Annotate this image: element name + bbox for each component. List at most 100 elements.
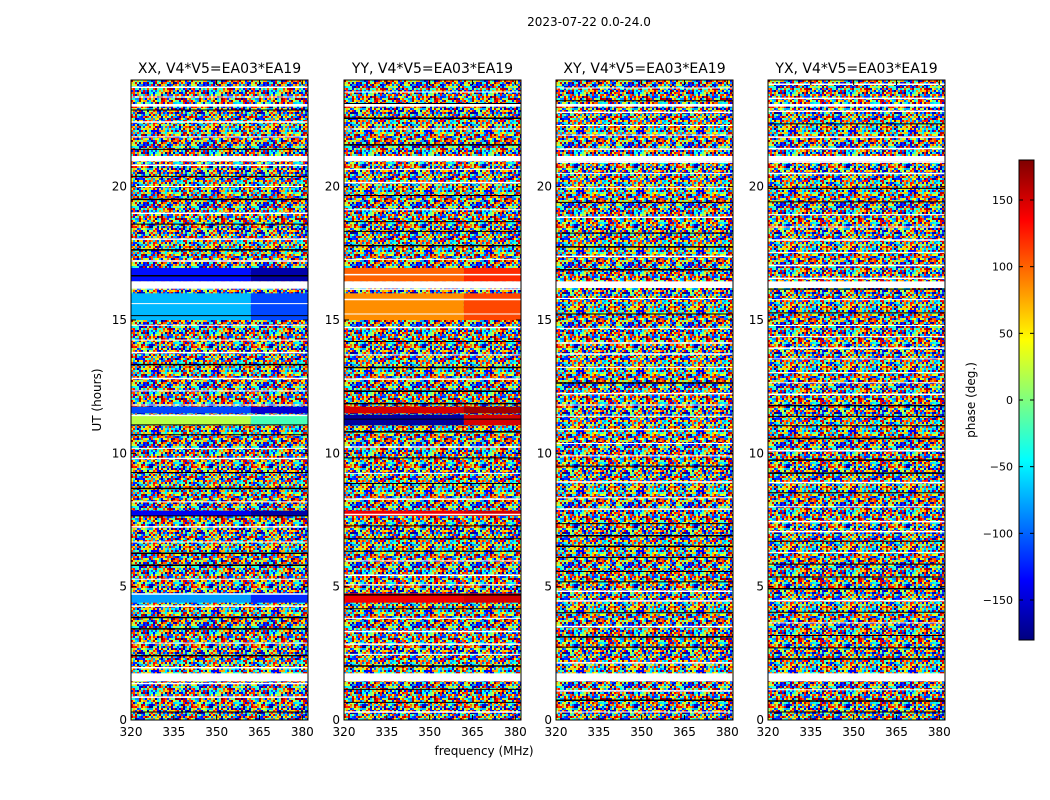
coherent-phase-band: [344, 406, 464, 414]
colorbar-tick-label: 150: [992, 194, 1013, 207]
phase-noise-field: [768, 80, 945, 720]
flagged-band: [768, 673, 945, 682]
flagged-band: [556, 104, 733, 107]
y-tick-label: 20: [325, 180, 340, 194]
flagged-band: [556, 281, 733, 288]
panel-frame: [130, 79, 309, 721]
y-tick-label: 15: [325, 313, 340, 327]
y-tick-label: 10: [749, 446, 764, 460]
flagged-band: [131, 104, 308, 107]
colorbar-tick-label: 100: [992, 261, 1013, 274]
y-tick-label: 0: [119, 713, 127, 727]
coherent-phase-band: [463, 414, 521, 426]
coherent-phase-band: [250, 268, 308, 282]
flagged-band: [131, 673, 308, 682]
y-tick-label: 0: [756, 713, 764, 727]
y-tick-label: 20: [749, 180, 764, 194]
flagged-band: [768, 104, 945, 107]
x-axis-label: frequency (MHz): [434, 744, 533, 758]
y-tick-label: 15: [112, 313, 127, 327]
y-tick-label: 5: [756, 580, 764, 594]
x-tick-label: 380: [928, 725, 951, 739]
flagged-band: [768, 156, 945, 162]
colorbar-tick-label: −150: [983, 594, 1013, 607]
coherent-phase-band: [344, 593, 464, 603]
y-tick-label: 10: [112, 446, 127, 460]
y-tick-label: 5: [544, 580, 552, 594]
flagged-band: [131, 156, 308, 162]
x-tick-label: 320: [120, 725, 143, 739]
phase-noise-field: [556, 80, 733, 720]
colorbar-label: phase (deg.): [964, 362, 978, 438]
coherent-phase-band: [344, 293, 464, 320]
coherent-phase-band: [131, 414, 251, 426]
coherent-phase-band: [463, 593, 521, 603]
panel-frame: [767, 79, 946, 721]
panels-group: XX, V4*V5=EA03*EA19 320 335 350 365 380 0 5 10 15…: [112, 61, 951, 739]
x-tick-label: 335: [799, 725, 822, 739]
colorbar-tick-label: −100: [983, 527, 1013, 540]
x-tick-label: 335: [162, 725, 185, 739]
flagged-band: [344, 673, 521, 682]
coherent-phase-band: [250, 414, 308, 426]
flagged-band: [344, 156, 521, 162]
coherent-phase-band: [131, 406, 251, 414]
colorbar-tick-label: 0: [1006, 394, 1013, 407]
coherent-phase-band: [344, 510, 464, 516]
y-tick-label: 5: [119, 580, 127, 594]
figure-suptitle: 2023-07-22 0.0-24.0: [527, 15, 651, 29]
y-tick-label: 5: [332, 580, 340, 594]
y-tick-label: 0: [544, 713, 552, 727]
coherent-phase-band: [131, 510, 251, 516]
y-tick-label: 0: [332, 713, 340, 727]
x-tick-label: 335: [587, 725, 610, 739]
x-tick-label: 350: [842, 725, 865, 739]
panel-title: XX, V4*V5=EA03*EA19: [138, 61, 301, 77]
x-tick-label: 320: [333, 725, 356, 739]
x-tick-label: 380: [504, 725, 527, 739]
flagged-band: [131, 281, 308, 288]
panel-yx: YX, V4*V5=EA03*EA19 320 335 350 365 380 0 5 10 15…: [749, 61, 951, 739]
coherent-phase-band: [250, 593, 308, 603]
colorbar: −150 −100 −50 0 50 100 150 phase (deg.): [964, 159, 1035, 641]
flagged-band: [556, 673, 733, 682]
flagged-band: [344, 281, 521, 288]
panel-frame: [555, 79, 734, 721]
phase-noise-field: [344, 80, 521, 720]
y-tick-label: 20: [112, 180, 127, 194]
coherent-phase-band: [250, 510, 308, 516]
colorbar-tick-label: 50: [999, 327, 1013, 340]
coherent-phase-band: [463, 406, 521, 414]
panel-xx: XX, V4*V5=EA03*EA19 320 335 350 365 380 0 5 10 15…: [112, 61, 314, 739]
y-tick-label: 15: [749, 313, 764, 327]
panel-title: XY, V4*V5=EA03*EA19: [563, 61, 725, 77]
coherent-phase-band: [463, 293, 521, 320]
colorbar-ticks: −150 −100 −50 0 50 100 150: [983, 194, 1034, 607]
x-tick-label: 365: [248, 725, 271, 739]
panel-yy: YY, V4*V5=EA03*EA19 320 335 350 365 380 0 5 10 15…: [325, 61, 527, 739]
x-tick-label: 365: [461, 725, 484, 739]
flagged-band: [768, 281, 945, 288]
x-tick-label: 380: [716, 725, 739, 739]
x-tick-label: 350: [205, 725, 228, 739]
flagged-band: [556, 156, 733, 162]
y-tick-label: 10: [325, 446, 340, 460]
panel-title: YY, V4*V5=EA03*EA19: [351, 61, 513, 77]
panel-title: YX, V4*V5=EA03*EA19: [774, 61, 937, 77]
coherent-phase-band: [131, 593, 251, 603]
coherent-phase-band: [250, 406, 308, 414]
x-tick-label: 365: [673, 725, 696, 739]
x-tick-label: 320: [757, 725, 780, 739]
x-tick-label: 335: [375, 725, 398, 739]
panel-xy: XY, V4*V5=EA03*EA19 320 335 350 365 380 0 5 10 15…: [537, 61, 739, 739]
y-tick-label: 15: [537, 313, 552, 327]
x-tick-label: 350: [630, 725, 653, 739]
y-tick-label: 10: [537, 446, 552, 460]
x-tick-label: 320: [545, 725, 568, 739]
x-tick-label: 365: [885, 725, 908, 739]
colorbar-tick-label: −50: [990, 461, 1013, 474]
x-tick-label: 350: [418, 725, 441, 739]
x-tick-label: 380: [291, 725, 314, 739]
y-axis-label: UT (hours): [90, 368, 104, 431]
